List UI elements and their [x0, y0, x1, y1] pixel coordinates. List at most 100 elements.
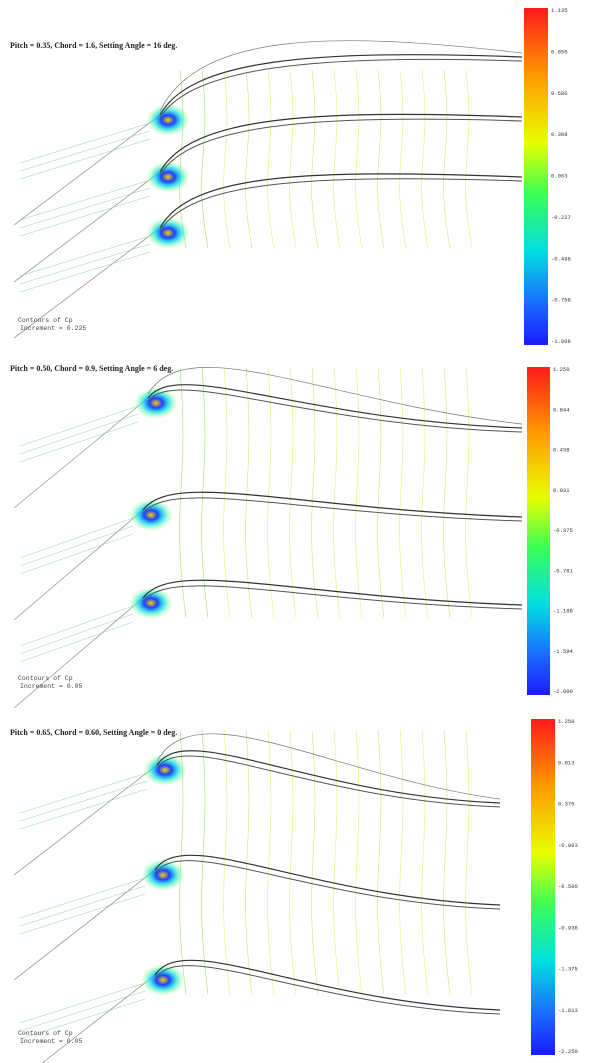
contour-line [20, 131, 150, 171]
panel-title: Pitch = 0.65, Chord = 0.60, Setting Angl… [10, 728, 177, 737]
colorbar [531, 719, 555, 1055]
colorbar-label: 0.063 [551, 173, 568, 180]
contour-note: Increment = 0.05 [20, 683, 83, 690]
contour-line [224, 730, 230, 995]
contour-line [312, 730, 318, 995]
contour-line [20, 180, 150, 220]
stagnation-zone [141, 859, 185, 891]
inlet-line [14, 172, 160, 282]
colorbar-label: 0.855 [551, 48, 568, 55]
colorbar-label: -0.498 [551, 255, 571, 262]
contour-line [444, 368, 450, 618]
blade-surface [160, 179, 522, 231]
stagnation-zone [129, 499, 173, 531]
contour-line [290, 70, 296, 248]
contour-line [378, 368, 384, 618]
contour-line [246, 368, 252, 618]
contour-line [20, 614, 133, 654]
contour-line [20, 983, 145, 1023]
colorbar-label: -2.250 [558, 1048, 578, 1055]
blade-surface [143, 492, 522, 517]
stagnation-zone [141, 964, 185, 996]
colorbar-label: -0.500 [558, 883, 578, 890]
stagnation-zone [146, 161, 190, 193]
blade-surface [143, 586, 522, 609]
contour-line [20, 236, 150, 276]
colorbar-label: 0.308 [551, 131, 568, 138]
panel: Pitch = 0.50, Chord = 0.9, Setting Angle… [10, 364, 574, 708]
contour-line [20, 252, 150, 292]
stagnation-zone [146, 217, 190, 249]
colorbar-label: -0.756 [551, 297, 571, 304]
colorbar-label: 1.250 [558, 718, 575, 725]
blade-surface [155, 855, 500, 905]
contour-line [334, 70, 340, 248]
contour-note: Increment = 0.225 [20, 325, 86, 332]
contour-line [20, 188, 150, 228]
contour-line [400, 368, 406, 618]
contour-line [334, 730, 340, 995]
inlet-line [14, 398, 148, 508]
blade-surface [143, 498, 522, 521]
colorbar-label: -0.375 [553, 527, 573, 534]
contour-line [20, 422, 138, 462]
colorbar-label: -1.813 [558, 1007, 578, 1014]
panel-title: Pitch = 0.50, Chord = 0.9, Setting Angle… [10, 364, 173, 373]
colorbar-label: -2.000 [553, 688, 573, 695]
blade-surface [143, 580, 522, 605]
contour-line [400, 730, 406, 995]
stagnation-zone [143, 754, 187, 786]
inlet-line [14, 975, 155, 1063]
inlet-line [14, 598, 143, 708]
contour-line [356, 730, 362, 995]
contour-line [20, 886, 145, 926]
contour-note: Contours of Cp [18, 1030, 73, 1037]
stagnation-zone [134, 387, 178, 419]
colorbar-label: -1.008 [551, 338, 571, 345]
panel: Pitch = 0.35, Chord = 1.6, Setting Angle… [10, 7, 571, 345]
contour-line [20, 414, 138, 454]
inlet-line [14, 870, 155, 980]
inlet-line [14, 115, 160, 225]
contour-line [20, 526, 133, 566]
contour-line [202, 70, 208, 248]
stagnation-zone [146, 104, 190, 136]
colorbar-label: 1.135 [551, 7, 568, 14]
contour-line [20, 518, 133, 558]
contour-line [466, 70, 472, 248]
colorbar-label: 0.586 [551, 90, 568, 97]
contour-line [268, 368, 274, 618]
contour-line [422, 730, 428, 995]
contour-line [20, 406, 138, 446]
colorbar-label: 0.031 [553, 487, 570, 494]
contour-line [20, 139, 150, 179]
inlet-line [14, 765, 157, 875]
contour-line [378, 730, 384, 995]
panel-title: Pitch = 0.35, Chord = 1.6, Setting Angle… [10, 41, 177, 50]
contour-line [356, 70, 362, 248]
panel: Pitch = 0.65, Chord = 0.60, Setting Angl… [10, 718, 578, 1063]
colorbar-label: 1.250 [553, 366, 570, 373]
contour-line [20, 991, 145, 1031]
contour-line [224, 70, 230, 248]
contour-line [422, 368, 428, 618]
contour-line [466, 368, 472, 618]
contour-line [356, 368, 362, 618]
colorbar [527, 367, 550, 695]
outer-wall [157, 734, 500, 799]
contour-line [20, 878, 145, 918]
stagnation-zone [129, 587, 173, 619]
contour-line [400, 70, 406, 248]
contour-line [444, 70, 450, 248]
contour-line [20, 894, 145, 934]
colorbar-label: -1.594 [553, 648, 574, 655]
colorbar-label: 0.844 [553, 406, 570, 413]
colorbar-label: -0.227 [551, 214, 571, 221]
colorbar [524, 8, 548, 345]
contour-line [268, 70, 274, 248]
colorbar-label: -0.938 [558, 924, 578, 931]
colorbar-label: 0.375 [558, 801, 575, 808]
contour-line [466, 730, 472, 995]
contour-line [20, 789, 147, 829]
contour-note: Contours of Cp [18, 317, 73, 324]
